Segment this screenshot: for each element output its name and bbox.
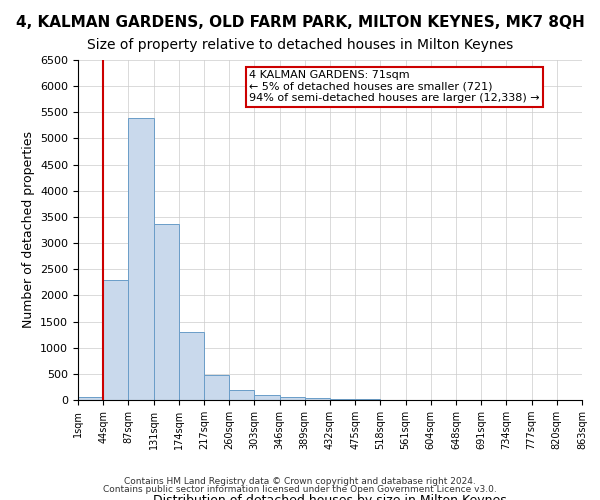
Bar bbox=[103, 280, 128, 400]
Text: Contains public sector information licensed under the Open Government Licence v3: Contains public sector information licen… bbox=[103, 485, 497, 494]
Bar bbox=[280, 397, 305, 400]
Bar bbox=[204, 375, 229, 400]
X-axis label: Distribution of detached houses by size in Milton Keynes: Distribution of detached houses by size … bbox=[153, 494, 507, 500]
Bar bbox=[78, 397, 103, 400]
Text: 4 KALMAN GARDENS: 71sqm
← 5% of detached houses are smaller (721)
94% of semi-de: 4 KALMAN GARDENS: 71sqm ← 5% of detached… bbox=[250, 70, 540, 103]
Text: 4, KALMAN GARDENS, OLD FARM PARK, MILTON KEYNES, MK7 8QH: 4, KALMAN GARDENS, OLD FARM PARK, MILTON… bbox=[16, 15, 584, 30]
Bar bbox=[229, 390, 254, 400]
Bar bbox=[254, 396, 280, 400]
Y-axis label: Number of detached properties: Number of detached properties bbox=[22, 132, 35, 328]
Bar bbox=[305, 398, 330, 400]
Bar bbox=[128, 118, 154, 400]
Bar bbox=[154, 224, 179, 400]
Text: Size of property relative to detached houses in Milton Keynes: Size of property relative to detached ho… bbox=[87, 38, 513, 52]
Text: Contains HM Land Registry data © Crown copyright and database right 2024.: Contains HM Land Registry data © Crown c… bbox=[124, 477, 476, 486]
Bar bbox=[179, 332, 204, 400]
